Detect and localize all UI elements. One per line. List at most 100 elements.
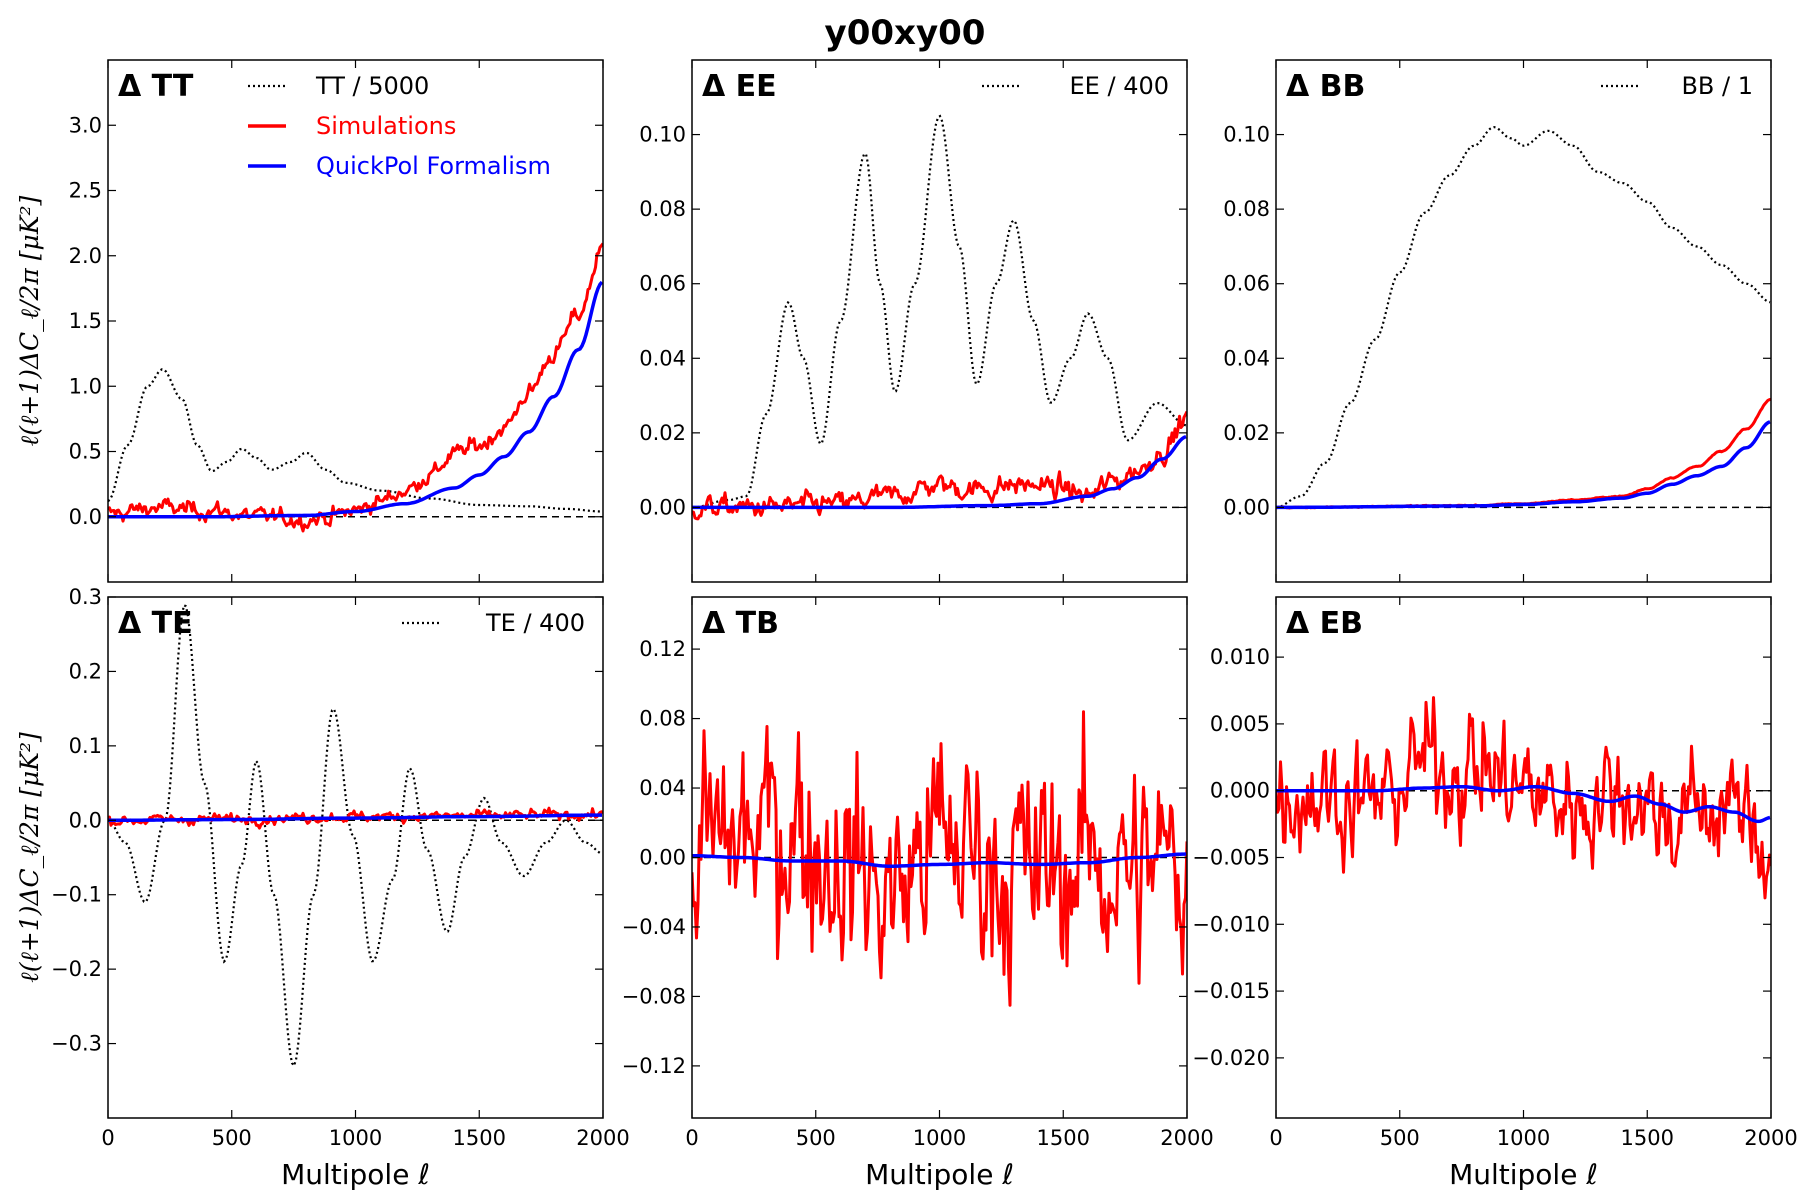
ytick-label: 0.1	[69, 734, 102, 758]
ytick-label: −0.12	[622, 1054, 686, 1078]
plot-area	[1276, 125, 1771, 510]
axes-frame	[1275, 596, 1772, 1119]
ytick-label: 0.08	[1223, 197, 1270, 221]
ytick-label: −0.1	[51, 883, 102, 907]
ytick-label: 0.02	[1223, 421, 1270, 445]
panel-ee: 0.00 0.02 0.04 0.06 0.08 0.10 Δ EE EE / 400	[639, 59, 1188, 583]
xtick-label: 2000	[576, 1126, 629, 1150]
xtick-label: 1500	[1621, 1126, 1674, 1150]
xtick-label: 0	[685, 1126, 698, 1150]
ytick-label: 0.00	[639, 495, 686, 519]
legend-label: TE / 400	[485, 609, 585, 637]
ytick-label: 0.10	[1223, 123, 1270, 147]
panel-title: Δ TT	[118, 69, 194, 104]
panel-te: −0.3 −0.2 −0.1 0.0 0.1 0.2 0.3 0 500 1000 1500 2000…	[15, 585, 630, 1191]
ytick-label: 1.0	[69, 374, 102, 398]
ytick-label: 0.12	[639, 637, 686, 661]
legend: TT / 5000 Simulations QuickPol Formalism	[248, 72, 551, 180]
series-line-simulations	[108, 806, 603, 830]
ytick-label: 0.04	[639, 346, 686, 370]
ytick-label: −0.010	[1192, 912, 1270, 936]
ytick-label: −0.020	[1192, 1046, 1270, 1070]
panel-title: Δ EB	[1286, 606, 1363, 641]
series-line-ee400	[692, 114, 1187, 509]
series-line-quickpol	[692, 852, 1187, 868]
figure-title: y00xy00	[825, 13, 986, 53]
ytick-label: 3.0	[69, 113, 102, 137]
ytick-label: 0.04	[1223, 346, 1270, 370]
xtick-label: 1000	[1497, 1126, 1550, 1150]
xtick-label: 0	[101, 1126, 114, 1150]
panel-bb: 0.00 0.02 0.04 0.06 0.08 0.10 Δ BB BB / 1	[1223, 59, 1772, 583]
legend-label: TT / 5000	[315, 72, 429, 100]
y-axis-label: ℓ(ℓ+1)ΔC_ℓ/2π [μK²]	[15, 732, 44, 983]
axes-frame	[691, 59, 1188, 583]
ytick-label: 0.10	[639, 123, 686, 147]
ytick-label: 0.3	[69, 585, 102, 609]
ytick-label: 0.0	[69, 505, 102, 529]
panel-title: Δ TB	[702, 606, 779, 641]
legend: EE / 400	[982, 72, 1169, 100]
series-line-bb1	[1276, 125, 1771, 509]
ytick-label: −0.04	[622, 915, 686, 939]
xtick-label: 1500	[1037, 1126, 1090, 1150]
ytick-label: 0.08	[639, 197, 686, 221]
ytick-label: 1.5	[69, 309, 102, 333]
xtick-label: 0	[1269, 1126, 1282, 1150]
plot-area	[108, 242, 603, 533]
panel-title: Δ BB	[1286, 69, 1365, 104]
series-line-simulations	[692, 410, 1187, 521]
x-axis-label: Multipole ℓ	[281, 1158, 430, 1191]
plot-area	[108, 603, 603, 1068]
ytick-label: 0.08	[639, 707, 686, 731]
plot-area	[1276, 696, 1771, 900]
ytick-label: 2.5	[69, 179, 102, 203]
ytick-label: 0.06	[1223, 272, 1270, 296]
series-line-simulations	[108, 242, 603, 533]
ytick-label: 0.2	[69, 659, 102, 683]
legend-label: BB / 1	[1681, 72, 1753, 100]
ytick-label: 0.06	[639, 272, 686, 296]
series-line-quickpol	[108, 280, 603, 519]
ytick-label: −0.08	[622, 984, 686, 1008]
series-line-quickpol	[692, 435, 1187, 510]
panel-title: Δ EE	[702, 69, 777, 104]
legend-label: QuickPol Formalism	[316, 152, 551, 180]
ytick-label: 0.000	[1210, 779, 1270, 803]
plot-area	[692, 710, 1187, 1007]
xtick-label: 500	[796, 1126, 836, 1150]
xtick-label: 2000	[1744, 1126, 1797, 1150]
ytick-label: 0.00	[1223, 495, 1270, 519]
ytick-label: −0.015	[1192, 979, 1270, 1003]
xtick-label: 1500	[453, 1126, 506, 1150]
panel-title: Δ TE	[118, 606, 193, 641]
series-line-simulations	[1276, 397, 1771, 510]
ytick-label: −0.005	[1192, 846, 1270, 870]
panels: 0.0 0.5 1.0 1.5 2.0 2.5 3.0 ℓ(ℓ+1)ΔC_ℓ/2π [μK²]…	[15, 59, 1798, 1191]
ytick-label: 0.010	[1210, 645, 1270, 669]
series-line-simulations	[692, 710, 1187, 1007]
legend: TE / 400	[402, 609, 585, 637]
legend-label: EE / 400	[1070, 72, 1169, 100]
legend-label: Simulations	[316, 112, 456, 140]
x-axis-label: Multipole ℓ	[865, 1158, 1014, 1191]
xtick-label: 1000	[329, 1126, 382, 1150]
panel-eb: −0.020 −0.015 −0.010 −0.005 0.000 0.005 0.010 0…	[1192, 596, 1798, 1191]
xtick-label: 1000	[913, 1126, 966, 1150]
ytick-label: −0.3	[51, 1032, 102, 1056]
ytick-label: 0.0	[69, 808, 102, 832]
series-line-simulations	[1276, 696, 1771, 900]
ytick-label: 0.00	[639, 846, 686, 870]
series-line-te400	[108, 603, 603, 1068]
xtick-label: 500	[212, 1126, 252, 1150]
ytick-label: 2.0	[69, 244, 102, 268]
series-line-quickpol	[1276, 784, 1771, 824]
ytick-label: 0.005	[1210, 712, 1270, 736]
y-axis-label: ℓ(ℓ+1)ΔC_ℓ/2π [μK²]	[15, 196, 44, 447]
ytick-label: 0.5	[69, 440, 102, 464]
xtick-label: 500	[1380, 1126, 1420, 1150]
ytick-label: 0.04	[639, 776, 686, 800]
legend: BB / 1	[1601, 72, 1753, 100]
xtick-label: 2000	[1160, 1126, 1213, 1150]
